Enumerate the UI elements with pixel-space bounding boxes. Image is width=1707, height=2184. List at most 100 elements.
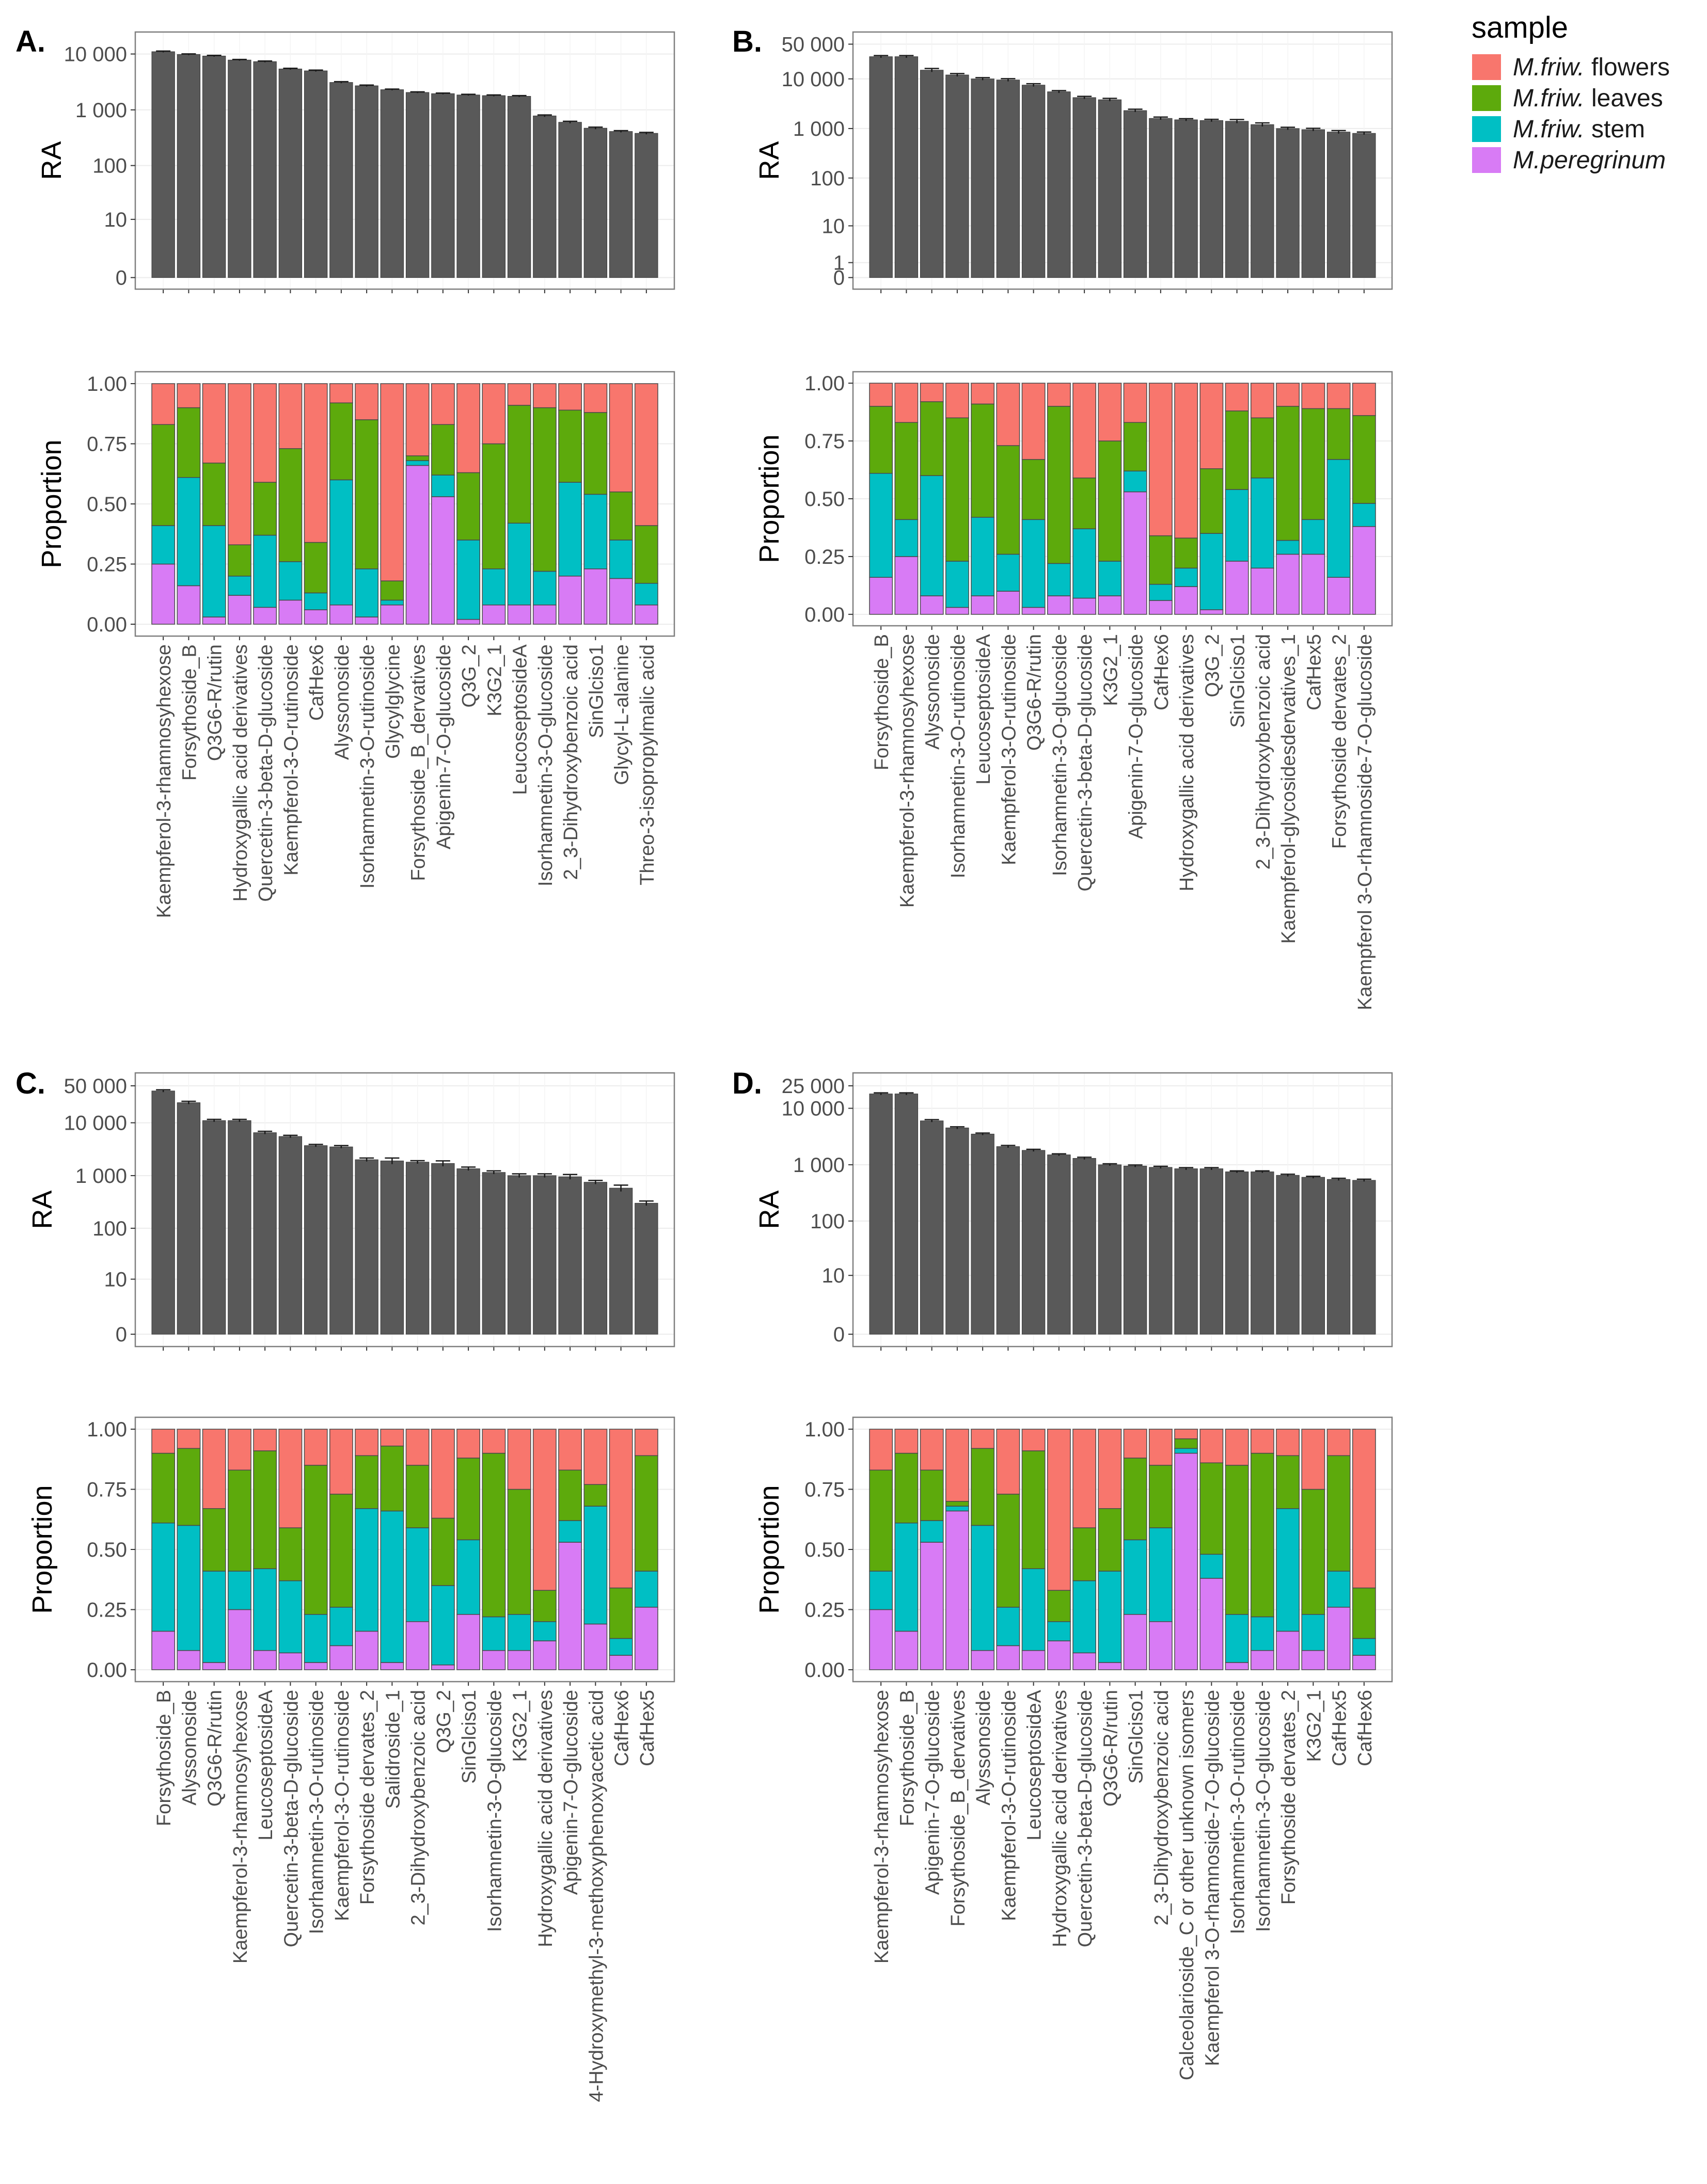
panel-c-prop-segment	[278, 1580, 303, 1654]
panel-c-prop-ytick-label: 0.75	[87, 1479, 127, 1501]
panel-c-prop-segment	[634, 1429, 658, 1457]
panel-b-ra-bar	[1276, 128, 1300, 278]
panel-d-prop-segment	[1276, 1455, 1300, 1509]
panel-c-prop-xtick-label: Kaempferol-3-O-rutinoside	[331, 1690, 353, 1921]
panel-d-ra-ytick-label: 100	[810, 1210, 845, 1233]
panel-b-prop-segment	[1352, 383, 1376, 416]
panel-d-prop-segment	[1250, 1616, 1274, 1651]
panel-c-prop-segment	[278, 1527, 303, 1581]
panel-d-prop-segment	[1199, 1429, 1224, 1464]
panel-c-prop-segment	[329, 1429, 353, 1495]
panel-a-prop-segment	[482, 604, 506, 625]
panel-b-ra-bar	[1123, 110, 1147, 278]
panel-c-prop-xtick-label: Apigenin-7-O-glucoside	[560, 1690, 582, 1895]
panel-d-prop-xtick-label: 2_3-Dihydroxybenzoic acid	[1151, 1690, 1173, 1925]
panel-b-prop-segment	[1301, 553, 1325, 615]
panel-b-prop-segment	[1047, 383, 1071, 407]
panel-d-prop-segment	[1098, 1429, 1122, 1509]
panel-d-prop-segment	[894, 1522, 919, 1632]
panel-c-ra-bar	[278, 1136, 303, 1335]
panel-d-prop-segment	[1098, 1571, 1122, 1663]
panel-b-prop-segment	[1174, 537, 1198, 569]
panel-c-prop-segment	[405, 1429, 430, 1466]
panel-a-prop-segment	[558, 482, 582, 577]
panel-d-ra-bar	[1072, 1158, 1096, 1335]
panel-b-prop-xtick-label: Hydroxygallic acid derivatives	[1176, 634, 1198, 891]
panel-a-ra-ytick-label: 1 000	[75, 99, 127, 122]
panel-a-prop-segment	[456, 540, 481, 620]
panel-a-prop-segment	[380, 604, 404, 625]
panel-c-prop-xtick-label: CafHex5	[637, 1690, 658, 1766]
panel-c-prop-segment	[609, 1429, 633, 1589]
panel-c-ra-bar	[405, 1162, 430, 1335]
panel-d-ra-border	[852, 1072, 1393, 1348]
panel-d-prop-xtick-label: LeucoseptosideA	[1024, 1689, 1046, 1840]
panel-d-prop-ytick-label: 1.00	[804, 1418, 845, 1441]
panel-d-prop-xtick-label: Alyssonoside	[973, 1690, 994, 1806]
panel-c-ra-chart: 0 10 100 1 000 10 000 50 000 RA	[27, 1072, 675, 1351]
panel-a-prop-xtick-label: Kaempferol-3-rhamnosyhexose	[153, 644, 175, 918]
panel-a-prop-segment	[380, 599, 404, 606]
panel-b-prop-segment	[971, 517, 995, 596]
panel-d-prop-xtick-label: CafHex5	[1329, 1690, 1351, 1766]
panel-b-prop-segment	[1276, 383, 1300, 407]
panel-a-prop-segment	[456, 472, 481, 541]
legend-item-leaves: M.friw. leaves	[1472, 83, 1699, 113]
panel-d-prop-xtick-label: Hydroxygallic acid derivatives	[1049, 1690, 1071, 1947]
panel-a-prop-segment	[278, 561, 303, 601]
panel-b-prop-xtick-label: K3G2_1	[1100, 634, 1121, 706]
panel-c-prop-segment	[532, 1590, 557, 1622]
panel-a-prop-xtick-label: Q3G_2	[459, 644, 480, 708]
panel-c-prop-segment	[202, 1662, 226, 1670]
panel-c-ra-bar	[482, 1172, 506, 1335]
panel-b-ra-bar	[996, 80, 1020, 278]
panel-d-ra-bar	[1225, 1172, 1249, 1335]
panel-a-prop-segment	[532, 383, 557, 408]
panel-b-prop-xtick-label: Forsythoside_B	[871, 634, 893, 770]
panel-b-ra-bar	[1326, 132, 1351, 278]
panel-b-prop-segment	[1072, 383, 1097, 479]
panel-c-prop-segment	[558, 1520, 582, 1543]
panel-d-prop-xtick-label: CafHex6	[1354, 1690, 1376, 1766]
panel-d-prop-ytick-label: 0.50	[804, 1539, 845, 1561]
panel-b-prop-segment	[920, 475, 944, 596]
panel-d-prop-xtick-label: Isorhamnetin-3-O-glucoside	[1253, 1690, 1274, 1932]
panel-c-prop-segment	[634, 1607, 658, 1670]
panel-c-prop-segment	[253, 1650, 277, 1670]
panel-b-ra-bar	[1021, 85, 1046, 278]
panel-c-prop-segment	[380, 1445, 404, 1512]
panel-a-prop-segment	[304, 383, 328, 543]
panel-c-ra-ytick-label: 10	[104, 1269, 128, 1291]
panel-b-prop-xtick-label: 2_3-Dihydroxybenzoic acid	[1253, 634, 1274, 869]
panel-c-prop-segment	[355, 1508, 379, 1632]
panel-b-ra-ytick-label: 10	[822, 215, 845, 238]
panel-b-prop-segment	[920, 595, 944, 615]
panel-a-ra-bar	[635, 133, 658, 278]
panel-b-prop-segment	[1098, 440, 1122, 562]
panel-c-prop-segment	[507, 1614, 531, 1651]
panel-d-prop-segment	[996, 1607, 1020, 1647]
panel-a-prop-segment	[634, 583, 658, 606]
panel-b-ra-bar	[945, 74, 969, 278]
panel-a-prop-segment	[380, 383, 404, 581]
panel-c-prop-segment	[532, 1429, 557, 1591]
panel-b-prop-xtick-label: Kaempferol 3-O-rhamnoside-7-O-glucoside	[1354, 634, 1376, 1010]
panel-d-prop-ytick-label: 0.25	[804, 1599, 845, 1621]
panel-a-prop-segment	[456, 383, 481, 473]
panel-a-prop-xtick-label: Isorhamnetin-3-O-rutinoside	[357, 644, 378, 889]
panel-d-prop-segment	[945, 1506, 969, 1512]
panel-c-prop-segment	[177, 1650, 201, 1670]
panel-d-prop-segment	[1225, 1465, 1249, 1615]
panel-b-prop-ytick-label: 0.00	[804, 604, 845, 626]
panel-a-proportion-chart: Kaempferol-3-rhamnosyhexose Forsythoside_…	[36, 371, 675, 918]
legend-swatch-stem	[1472, 116, 1501, 143]
panel-a-prop-segment	[151, 525, 176, 565]
panel-a-prop-ylabel: Proportion	[36, 439, 67, 568]
panel-b-prop-segment	[971, 595, 995, 615]
panel-d-prop-xtick-label: Kaempferol 3-O-rhamnoside-7-O-glucoside	[1202, 1690, 1223, 2066]
panel-a-prop-segment	[227, 595, 251, 625]
panel-d-ra-bar	[1098, 1164, 1122, 1335]
panel-a-prop-segment	[355, 616, 379, 625]
panel-b-prop-xtick-label: CafHex5	[1303, 634, 1325, 710]
panel-a-prop-segment	[532, 571, 557, 606]
